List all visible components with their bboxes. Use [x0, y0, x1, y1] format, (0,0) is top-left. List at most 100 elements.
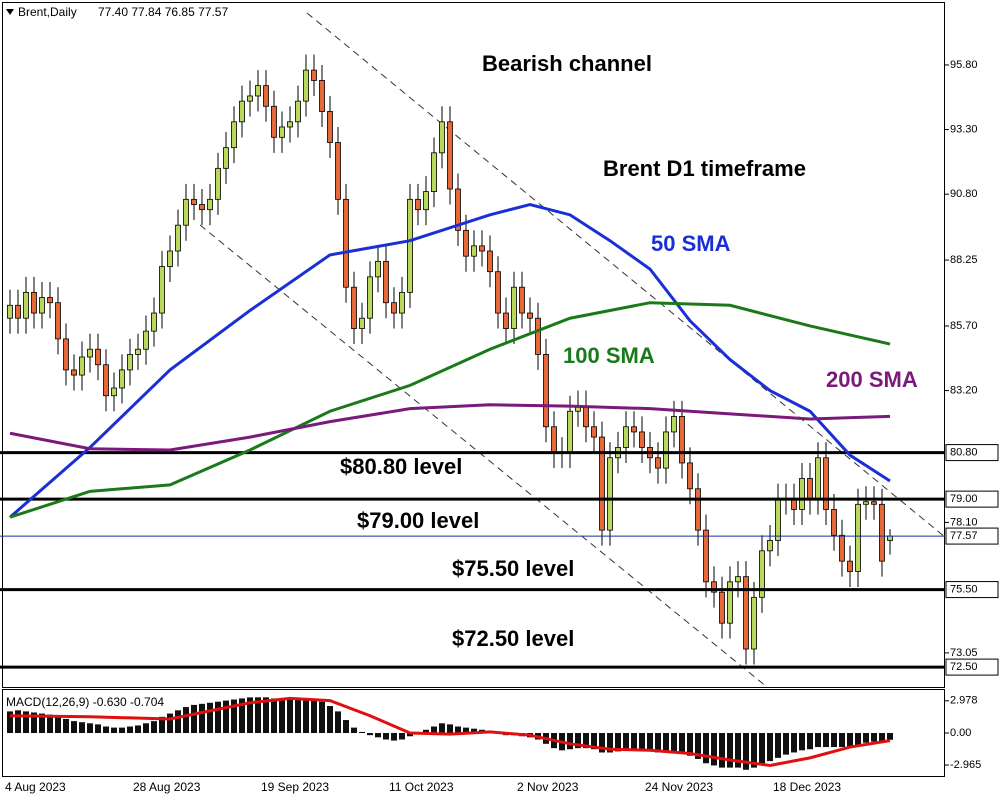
- macd-bar: [615, 733, 621, 752]
- candle-body: [103, 364, 109, 397]
- candle-body: [759, 550, 765, 598]
- macd-bar: [455, 726, 461, 734]
- candle-body: [223, 147, 229, 169]
- last-price-box: [945, 527, 999, 545]
- macd-bar: [239, 698, 245, 734]
- macd-bar: [175, 710, 181, 734]
- y-tick-label: -2.965: [950, 759, 981, 771]
- candle-body: [863, 501, 869, 505]
- main-frame: [2, 2, 945, 688]
- candle-body: [839, 534, 845, 562]
- macd-bar: [391, 733, 397, 741]
- candle-body: [455, 188, 461, 231]
- y-tick-label: 93.30: [950, 123, 978, 135]
- candle-body: [143, 330, 149, 350]
- macd-bar: [167, 713, 173, 734]
- candle-body: [751, 596, 757, 650]
- macd-bar: [423, 729, 429, 734]
- macd-bar: [863, 733, 869, 743]
- candle-body: [239, 100, 245, 123]
- candle-body: [711, 581, 717, 593]
- candle-body: [495, 271, 501, 314]
- macd-bar: [383, 733, 389, 740]
- candle-body: [15, 304, 21, 319]
- candle-body: [39, 297, 45, 314]
- candle-body: [207, 198, 213, 211]
- candle-body: [7, 304, 13, 319]
- candle-body: [359, 317, 365, 329]
- candle-body: [695, 488, 701, 531]
- sma-line: [9, 202, 891, 519]
- y-tick-label: 0.00: [950, 727, 971, 739]
- macd-bar: [751, 733, 757, 768]
- candle-body: [303, 69, 309, 102]
- macd-bar: [759, 733, 765, 765]
- macd-bar: [743, 733, 749, 770]
- candle-body: [23, 291, 29, 319]
- candle-body: [71, 369, 77, 376]
- macd-bar: [119, 727, 125, 734]
- y-tick-label: 95.80: [950, 59, 978, 71]
- macd-bar: [127, 726, 133, 734]
- candle-body: [399, 291, 405, 314]
- candle-body: [431, 152, 437, 192]
- macd-bar: [639, 733, 645, 751]
- candle-body: [335, 142, 341, 200]
- candle-body: [319, 80, 325, 112]
- candle-body: [735, 576, 741, 583]
- macd-bar: [351, 727, 357, 734]
- macd-bar: [695, 733, 701, 759]
- macd-bar: [655, 733, 661, 753]
- candle-body: [79, 356, 85, 376]
- candle-body: [183, 198, 189, 226]
- macd-bar: [567, 733, 573, 750]
- candle-body: [63, 338, 69, 371]
- macd-bar: [687, 733, 693, 756]
- level-annotation: $75.50 level: [452, 556, 574, 581]
- candle-body: [591, 426, 597, 438]
- macd-bar: [631, 733, 637, 751]
- macd-bar: [719, 733, 725, 768]
- macd-bar: [367, 733, 373, 736]
- level-box: [945, 444, 999, 462]
- macd-bar: [471, 728, 477, 734]
- macd-bar: [39, 713, 45, 734]
- macd-bar: [183, 707, 189, 734]
- level-annotation: $72.50 level: [452, 626, 574, 651]
- candle-body: [119, 369, 125, 389]
- level-annotation: $80.80 level: [340, 454, 462, 479]
- level-box: [945, 658, 999, 676]
- candle-body: [607, 457, 613, 531]
- candle-body: [383, 260, 389, 304]
- candle-body: [527, 312, 533, 319]
- candle-body: [247, 95, 253, 102]
- level-box: [945, 490, 999, 508]
- candle-body: [599, 436, 605, 531]
- macd-bar: [767, 733, 773, 762]
- candle-body: [831, 509, 837, 536]
- candle-body: [623, 426, 629, 448]
- candle-body: [127, 353, 133, 371]
- y-tick-label: 90.80: [950, 188, 978, 200]
- macd-bar: [47, 714, 53, 734]
- annotation: Brent D1 timeframe: [603, 156, 806, 181]
- candle-body: [847, 560, 853, 572]
- macd-bar: [663, 733, 669, 753]
- candle-body: [47, 297, 53, 304]
- candle-body: [519, 286, 525, 314]
- candle-body: [631, 426, 637, 433]
- macd-bar: [287, 699, 293, 734]
- candle-body: [439, 121, 445, 154]
- y-tick-label: 73.05: [950, 647, 978, 659]
- signal-line: [9, 696, 891, 767]
- macd-bar: [255, 697, 261, 734]
- candle-body: [551, 426, 557, 454]
- macd-bar: [679, 733, 685, 754]
- macd-bar: [727, 733, 733, 768]
- candle-body: [799, 478, 805, 510]
- macd-bar: [599, 733, 605, 753]
- candle-body: [807, 478, 813, 500]
- candle-body: [311, 69, 317, 81]
